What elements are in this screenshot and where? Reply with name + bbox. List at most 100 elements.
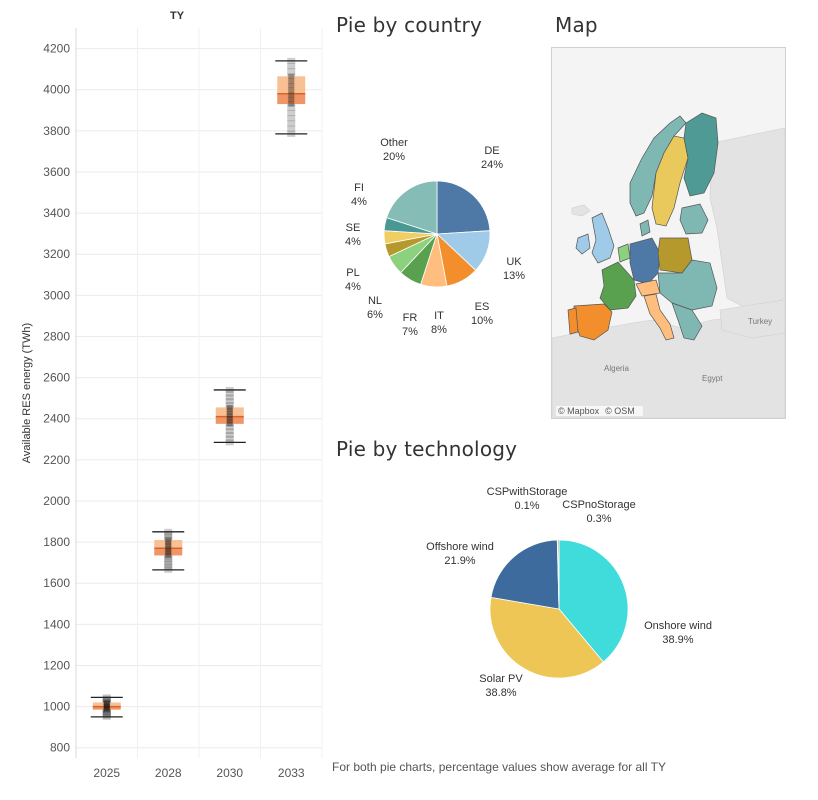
sample-mark: [103, 707, 110, 713]
y-axis-label: Available RES energy (TWh): [21, 323, 33, 463]
box-lower: [215, 416, 244, 424]
box-lower: [277, 93, 306, 105]
pie-label-name: FI: [354, 182, 364, 194]
box-upper: [92, 702, 121, 707]
sample-mark: [287, 125, 296, 132]
y-tick-label: 2600: [43, 371, 70, 385]
osm-attribution[interactable]: © OSM: [605, 406, 635, 416]
sample-mark: [287, 68, 296, 75]
country-uk: [591, 212, 615, 264]
sample-mark: [102, 697, 111, 704]
sample-mark: [102, 695, 111, 702]
box-upper: [277, 76, 306, 94]
box-lower: [92, 706, 121, 710]
pie-label-name: PL: [346, 267, 360, 279]
sample-mark: [165, 542, 172, 548]
pie-label-value: 24%: [480, 159, 504, 171]
sample-mark: [226, 407, 233, 413]
sample-mark: [103, 705, 110, 711]
turkey-land: [719, 299, 785, 339]
sample-mark: [288, 83, 295, 89]
iceland-land: [571, 204, 591, 217]
y-tick-label: 2800: [43, 329, 70, 343]
y-tick-label: 3600: [43, 165, 70, 179]
sample-mark: [226, 415, 233, 421]
pie-label-name: UK: [506, 256, 522, 268]
sample-mark: [103, 699, 110, 705]
sample-mark: [165, 545, 172, 551]
sample-mark: [165, 550, 172, 556]
pie-label-name: SE: [345, 222, 361, 234]
sample-mark: [103, 704, 110, 710]
sample-mark: [102, 698, 111, 705]
pie-label-value: 21.9%: [444, 555, 476, 567]
pie-label-nl: NL 6%: [367, 294, 383, 322]
sample-mark: [164, 534, 173, 541]
pie-label-value: 4%: [345, 236, 361, 248]
sample-mark: [226, 404, 233, 410]
pie-label-name: DE: [484, 145, 500, 157]
y-tick-label: 3400: [43, 206, 70, 220]
mapbox-attribution[interactable]: © Mapbox: [558, 406, 600, 416]
pie-label-name: Other: [380, 137, 408, 149]
pie-label-name: CSPnoStorage: [562, 499, 636, 511]
map-canvas[interactable]: Turkey Algeria Egypt: [552, 48, 785, 418]
sample-mark: [287, 104, 296, 111]
box-plot-panel: TY 800 1000 1200 1400 1600 1800 2000 2200 2400 260…: [0, 0, 330, 800]
pie-label-it: IT 8%: [431, 309, 447, 337]
box-upper: [154, 540, 183, 549]
pie-slice-de: [436, 180, 491, 235]
sample-mark: [225, 431, 234, 438]
pie-label-other: Other 20%: [380, 136, 408, 164]
pie-country-title: Pie by country: [336, 13, 483, 37]
sample-mark: [225, 394, 234, 401]
pie-label-name: Onshore wind: [644, 620, 712, 632]
sample-mark: [287, 120, 296, 127]
footnote: For both pie charts, percentage values s…: [332, 760, 666, 774]
pie-label-offshore-wind: Offshore wind 21.9%: [426, 540, 494, 568]
sample-mark: [102, 712, 111, 719]
sample-mark: [226, 418, 233, 424]
map-attribution[interactable]: © Mapbox © OSM: [556, 406, 643, 416]
map-label-algeria: Algeria: [604, 364, 629, 373]
pie-slice-other: [386, 180, 438, 235]
pie-label-name: Solar PV: [479, 673, 523, 685]
pie-label-de: DE 24%: [481, 144, 503, 172]
pie-label-value: 0.3%: [586, 513, 612, 525]
pie-label-name: CSPwithStorage: [486, 486, 568, 498]
box-upper: [215, 407, 244, 417]
country-france: [599, 261, 637, 311]
country-balkans: [671, 302, 703, 341]
sample-mark: [165, 540, 172, 546]
x-tick-label: 2028: [155, 766, 182, 780]
pie-slice-onshore-wind: [558, 539, 629, 663]
sample-mark: [288, 87, 295, 93]
sample-mark: [288, 73, 295, 79]
sample-mark: [288, 92, 295, 98]
pie-label-es: ES 10%: [471, 300, 493, 328]
sample-mark: [103, 702, 110, 708]
sample-mark: [103, 701, 110, 707]
sample-mark: [164, 536, 173, 543]
sample-mark: [226, 413, 233, 419]
pie-label-value: 6%: [367, 309, 383, 321]
y-tick-label: 1000: [43, 700, 70, 714]
sample-mark: [164, 564, 173, 571]
sample-mark: [165, 552, 172, 558]
y-tick-label: 4200: [43, 42, 70, 56]
pie-label-solar-pv: Solar PV 38.8%: [479, 672, 522, 700]
sample-mark: [102, 708, 111, 715]
sample-mark: [287, 63, 296, 70]
pie-label-pl: PL 4%: [345, 266, 361, 294]
y-tick-label: 3200: [43, 247, 70, 261]
pie-label-name: FR: [402, 312, 418, 324]
map[interactable]: Turkey Algeria Egypt © Mapbox © OSM: [551, 47, 786, 419]
y-tick-label: 3800: [43, 124, 70, 138]
map-title: Map: [555, 13, 598, 37]
pie-label-onshore-wind: Onshore wind 38.9%: [644, 619, 712, 647]
box-lower: [154, 548, 183, 556]
box-2025: [90, 694, 123, 720]
country-alps: [635, 279, 661, 297]
pie-label-value: 13%: [502, 270, 526, 282]
box-2028: [152, 528, 185, 573]
